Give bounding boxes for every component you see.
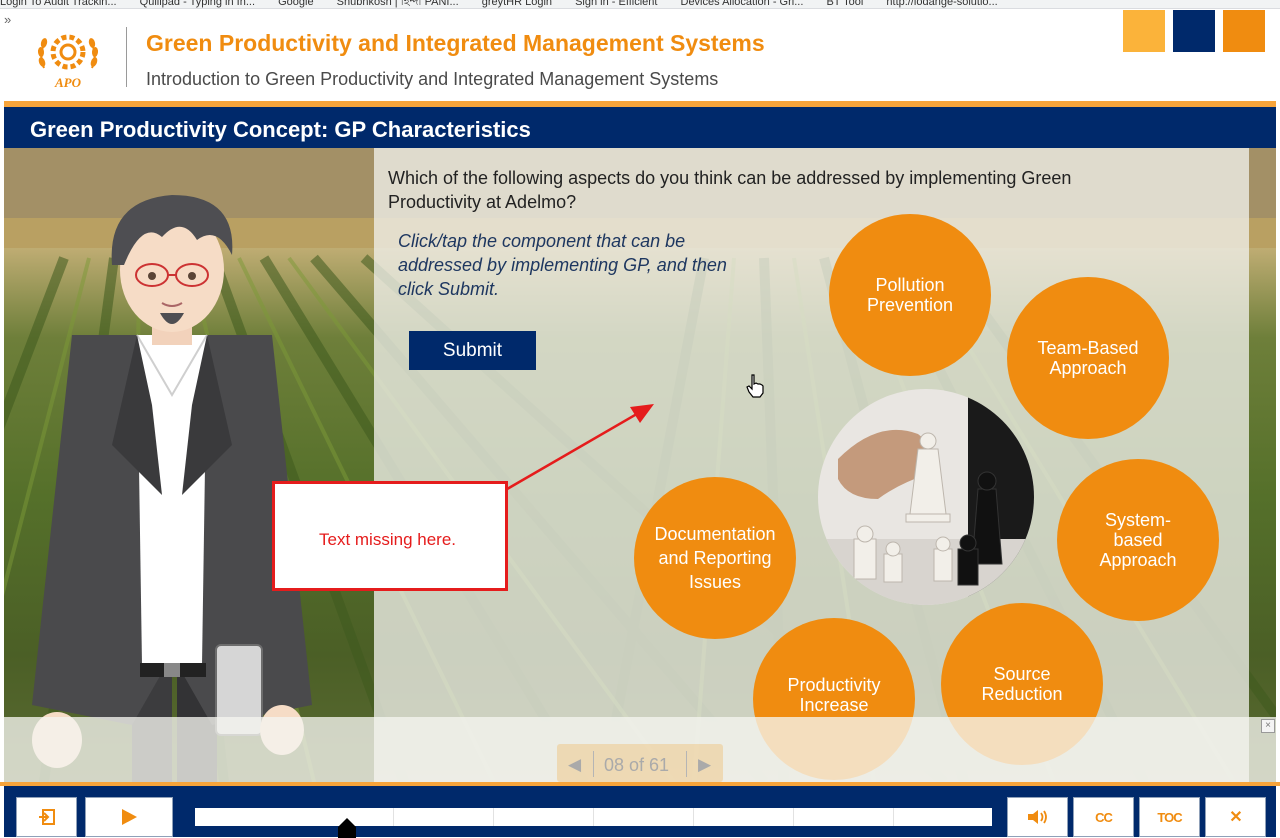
bookmark-item[interactable]: Devices Allocation - Gri... bbox=[680, 0, 804, 8]
course-subtitle: Introduction to Green Productivity and I… bbox=[146, 69, 719, 89]
bookmark-item[interactable]: greytHR Login bbox=[481, 0, 553, 8]
option-label: Documentation and Reporting Issues bbox=[654, 524, 776, 592]
presenter-character-image bbox=[32, 195, 312, 785]
decor-square bbox=[1173, 10, 1215, 52]
sidebar-expand-chevron-icon[interactable]: » bbox=[4, 12, 12, 27]
submit-button[interactable]: Submit bbox=[409, 331, 536, 370]
close-icon: ✕ bbox=[1229, 809, 1242, 826]
slide-title-bar: Green Productivity Concept: GP Character… bbox=[4, 107, 1276, 148]
seek-tick bbox=[893, 808, 894, 826]
prev-slide-icon[interactable]: ◀ bbox=[568, 755, 582, 774]
pager-divider bbox=[686, 751, 687, 777]
annotation-callout: Text missing here. bbox=[272, 481, 508, 591]
logo-text: APO bbox=[54, 75, 82, 90]
audio-button[interactable] bbox=[1007, 797, 1068, 837]
question-text: Which of the following aspects do you th… bbox=[388, 168, 1072, 212]
play-icon bbox=[122, 809, 137, 825]
speaker-icon bbox=[1027, 810, 1047, 824]
pager-divider bbox=[593, 751, 594, 777]
exit-icon bbox=[38, 809, 55, 825]
bottom-fade-overlay bbox=[4, 717, 1276, 782]
seek-tick bbox=[493, 808, 494, 826]
seek-tick bbox=[593, 808, 594, 826]
bookmark-item[interactable]: BT Tool bbox=[826, 0, 864, 8]
player-rule bbox=[0, 782, 1280, 786]
play-button[interactable] bbox=[85, 797, 173, 837]
header-divider bbox=[126, 27, 127, 87]
decor-square bbox=[1123, 10, 1165, 52]
chess-photo-image bbox=[818, 389, 1034, 605]
decor-square bbox=[1223, 10, 1265, 52]
option-documentation-reporting[interactable]: Documentation and Reporting Issues bbox=[634, 477, 796, 639]
captions-button[interactable]: CC bbox=[1073, 797, 1134, 837]
slide-pager bbox=[557, 744, 723, 782]
header-rule bbox=[4, 101, 1276, 107]
toc-button[interactable]: TOC bbox=[1139, 797, 1200, 837]
bookmark-item[interactable]: Login To Audit Trackin... bbox=[0, 0, 117, 8]
option-label: System-based Approach bbox=[1099, 510, 1177, 570]
option-system-based-approach[interactable]: System-based Approach bbox=[1057, 459, 1219, 621]
course-title: Green Productivity and Integrated Manage… bbox=[146, 30, 765, 56]
option-pollution-prevention[interactable]: Pollution Prevention bbox=[829, 214, 991, 376]
slide-title: Green Productivity Concept: GP Character… bbox=[30, 117, 531, 142]
seek-handle-icon[interactable] bbox=[338, 818, 356, 838]
bookmark-item[interactable]: http://lodange-solutio... bbox=[886, 0, 998, 8]
option-label: Team-Based Approach bbox=[1037, 338, 1139, 378]
bookmark-item[interactable]: Google bbox=[278, 0, 314, 8]
cc-label: CC bbox=[1095, 809, 1113, 825]
seek-tick bbox=[393, 808, 394, 826]
bookmark-item[interactable]: Sign in - Efficient bbox=[575, 0, 658, 8]
toc-label: TOC bbox=[1157, 809, 1182, 825]
close-overlay-icon[interactable]: × bbox=[1261, 719, 1275, 733]
callout-text: Text missing here. bbox=[319, 530, 456, 549]
seek-tick bbox=[793, 808, 794, 826]
option-label: Productivity Increase bbox=[787, 675, 881, 715]
apo-logo: APO bbox=[37, 34, 99, 90]
option-label: Source Reduction bbox=[981, 664, 1063, 704]
seek-tick bbox=[693, 808, 694, 826]
next-slide-icon[interactable]: ▶ bbox=[698, 755, 712, 774]
exit-button[interactable] bbox=[16, 797, 77, 837]
bookmark-item[interactable]: Quillpad - Typing in In... bbox=[139, 0, 256, 8]
hand-cursor-icon bbox=[746, 374, 764, 398]
instruction-text: Click/tap the component that can be addr… bbox=[398, 231, 727, 299]
bookmarks-bar: Login To Audit Trackin... Quillpad - Typ… bbox=[0, 0, 1280, 9]
option-team-based-approach[interactable]: Team-Based Approach bbox=[1007, 277, 1169, 439]
option-label: Pollution Prevention bbox=[866, 275, 954, 315]
slide-counter: 08 of 61 bbox=[604, 755, 670, 775]
bookmark-item[interactable]: Shubhkosh | হিন্দী PANI... bbox=[336, 0, 459, 8]
close-course-button[interactable]: ✕ bbox=[1205, 797, 1266, 837]
